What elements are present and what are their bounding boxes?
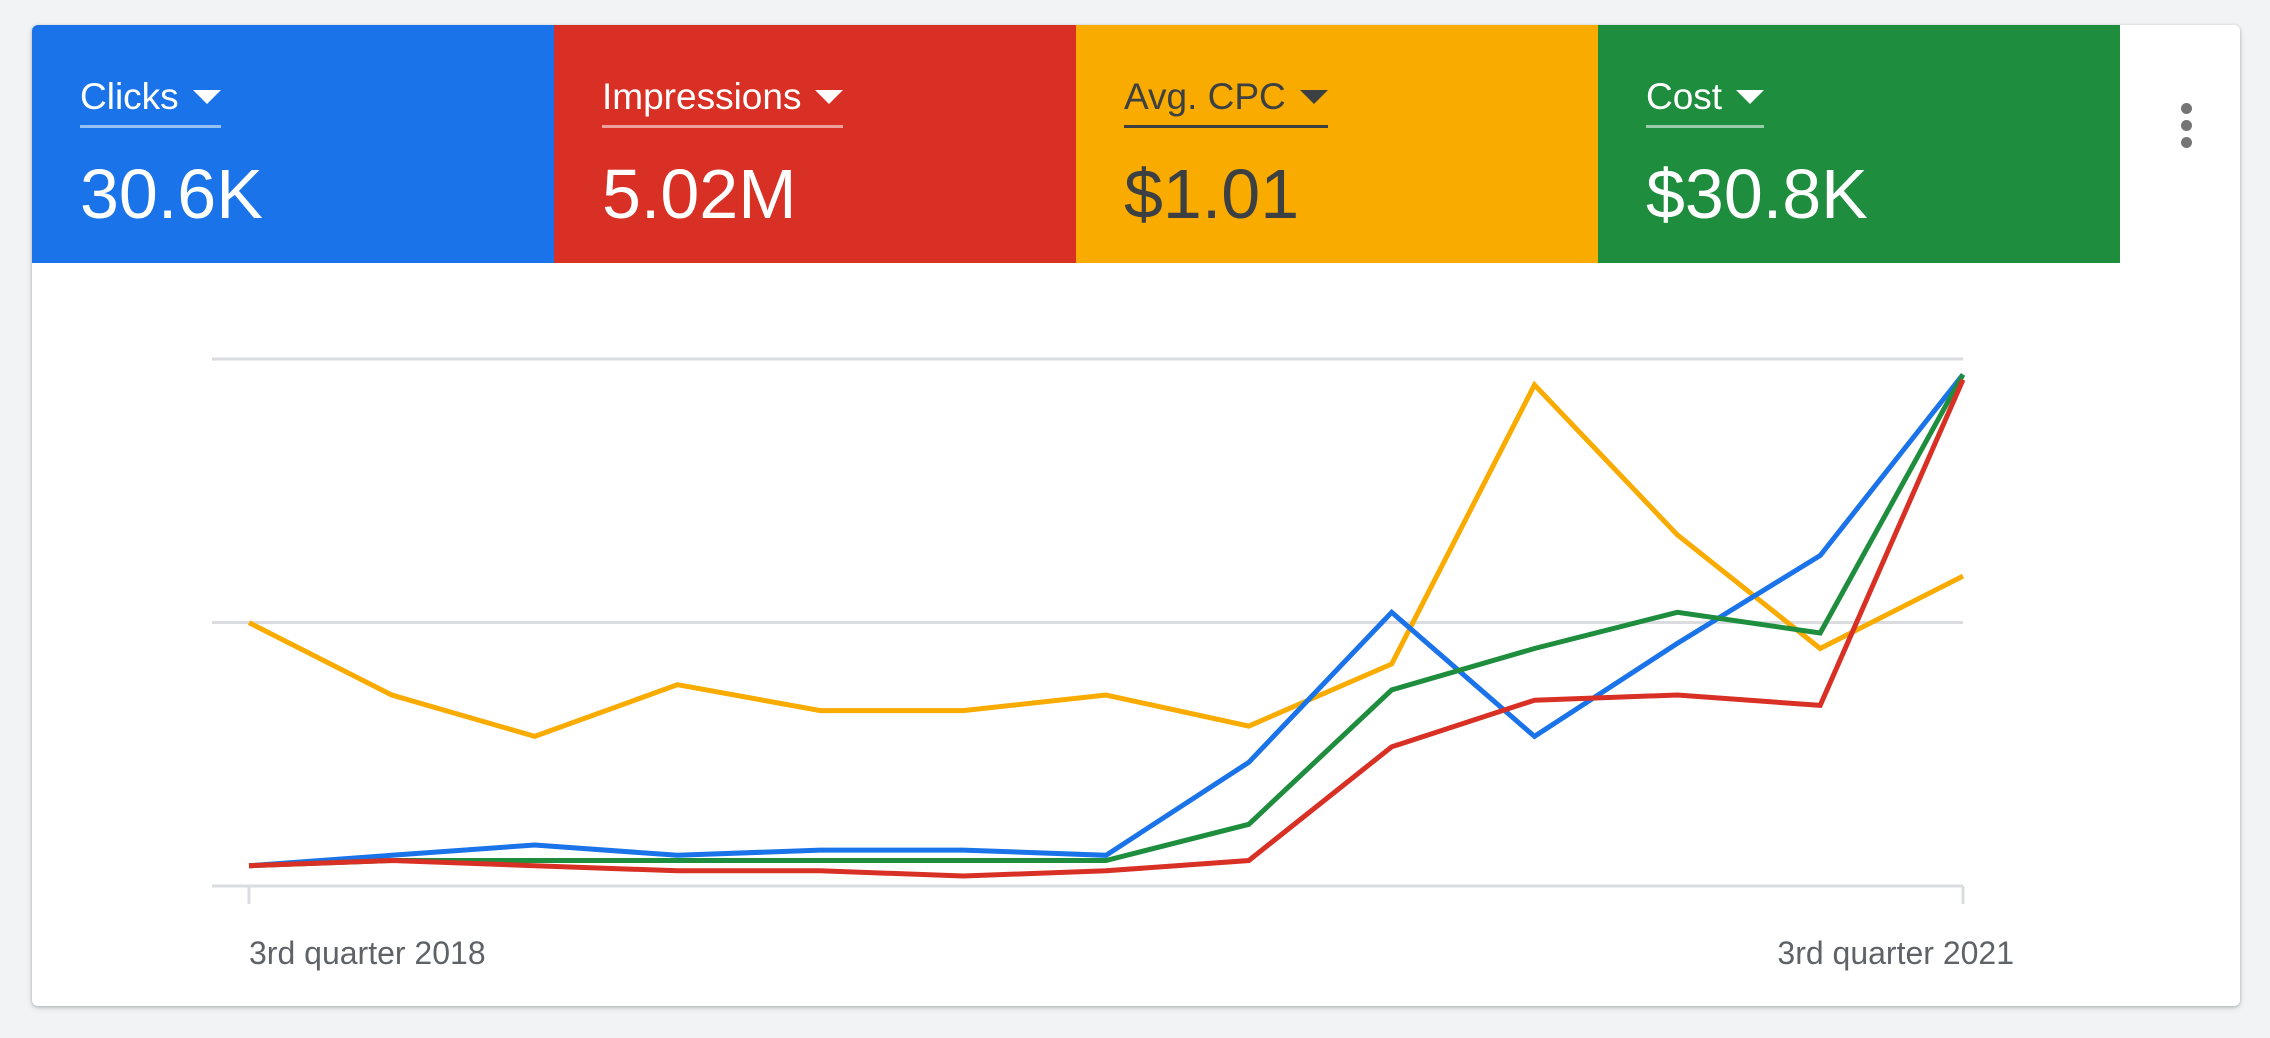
metric-label: Impressions	[602, 76, 802, 117]
metric-value: $1.01	[1124, 155, 1300, 233]
x-axis-start-label: 3rd quarter 2018	[249, 935, 486, 971]
dropdown-arrow-icon	[1299, 90, 1328, 104]
metric-label: Clicks	[80, 76, 179, 117]
metric-selector-impressions[interactable]: Impressions	[602, 73, 844, 128]
x-axis-end-label: 3rd quarter 2021	[1777, 935, 2014, 971]
more-options-button[interactable]	[2164, 85, 2208, 165]
metric-value: 30.6K	[80, 155, 263, 233]
metric-tiles: Clicks 30.6K Impressions 5.02M Avg. CPC …	[32, 25, 2120, 263]
chart-series	[247, 372, 1966, 879]
dropdown-arrow-icon	[192, 90, 221, 104]
performance-card: Clicks 30.6K Impressions 5.02M Avg. CPC …	[32, 25, 2240, 1006]
metric-value: $30.8K	[1646, 155, 1868, 233]
metric-label: Cost	[1646, 76, 1723, 117]
more-vert-icon-dot	[2180, 136, 2192, 148]
metric-tile-cost[interactable]: Cost $30.8K	[1598, 25, 2120, 263]
metric-label: Avg. CPC	[1124, 76, 1286, 117]
more-vert-icon-dot	[2180, 119, 2192, 131]
metric-value: 5.02M	[602, 155, 797, 233]
dropdown-arrow-icon	[815, 90, 844, 104]
chart-gridlines	[212, 357, 1965, 904]
more-vert-icon	[2180, 102, 2192, 114]
dropdown-arrow-icon	[1736, 90, 1765, 104]
metric-tile-clicks[interactable]: Clicks 30.6K	[32, 25, 554, 263]
metric-selector-avg-cpc[interactable]: Avg. CPC	[1124, 73, 1328, 128]
metric-selector-cost[interactable]: Cost	[1646, 73, 1765, 128]
series-line-clicks	[248, 372, 1965, 869]
series-line-cost	[248, 373, 1966, 869]
metric-tile-avg-cpc[interactable]: Avg. CPC $1.01	[1076, 25, 1598, 263]
line-chart	[212, 357, 1966, 904]
metric-selector-clicks[interactable]: Clicks	[80, 73, 221, 128]
series-line-impressions	[248, 378, 1966, 879]
metric-tile-impressions[interactable]: Impressions 5.02M	[554, 25, 1076, 263]
series-line-avg-cpc	[247, 380, 1965, 740]
